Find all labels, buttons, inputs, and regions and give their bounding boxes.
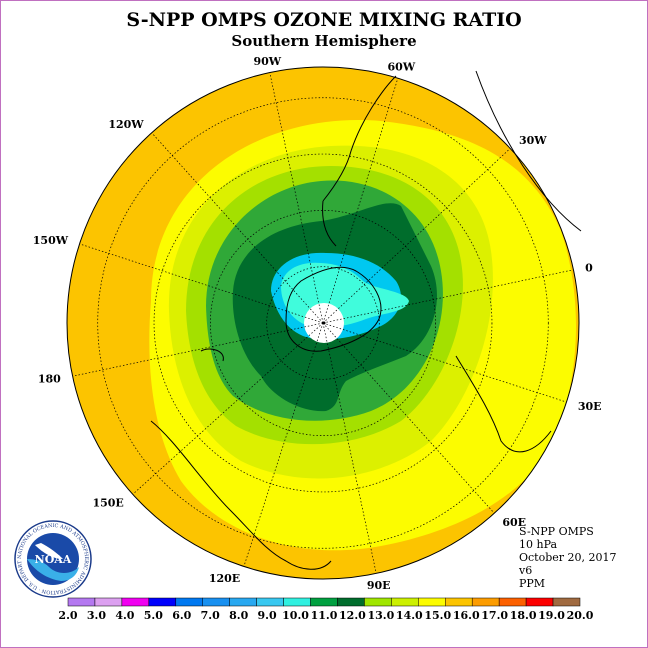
colorbar-swatch — [229, 597, 257, 607]
colorbar-swatch — [121, 597, 150, 607]
latitude-circle — [210, 210, 436, 436]
meridian-line — [322, 148, 511, 324]
colorbar-swatch — [148, 597, 177, 607]
info-block: S-NPP OMPS 10 hPa October 20, 2017 v6 PP… — [519, 525, 617, 590]
colorbar-swatch — [202, 597, 230, 607]
info-instrument: S-NPP OMPS — [519, 525, 594, 538]
page-title: S-NPP OMPS OZONE MIXING RATIO — [126, 9, 522, 31]
coast-antarctica — [285, 266, 382, 352]
colorbar-label: 12.0 — [339, 609, 366, 622]
colorbar-swatch — [498, 597, 527, 607]
map-border — [66, 66, 580, 580]
colorbar-label: 14.0 — [396, 609, 423, 622]
meridian-line — [79, 243, 324, 324]
latitude-circle — [153, 153, 493, 493]
longitude-label: 90W — [253, 55, 281, 68]
longitude-labels: 90W 60W 30W 0 30E 60E 90E 120E 150E 180 150W 120W — [33, 55, 602, 592]
longitude-label: 180 — [38, 373, 61, 386]
coastlines — [150, 70, 582, 570]
colorbar-label: 13.0 — [367, 609, 394, 622]
meridian-line — [269, 72, 324, 324]
colorbar-label: 17.0 — [481, 609, 508, 622]
colorbar-swatch — [418, 597, 446, 607]
longitude-label: 60W — [388, 61, 416, 74]
longitude-label: 60E — [502, 516, 526, 529]
meridian-line — [132, 322, 324, 495]
noaa-logo: NOAA NATIONAL OCEANIC AND ATMOSPHERIC AD… — [13, 519, 92, 598]
colorbar-label: 16.0 — [453, 609, 480, 622]
colorbar-label: 18.0 — [510, 609, 537, 622]
colorbar-label: 6.0 — [172, 609, 191, 622]
colorbar-swatch — [256, 597, 284, 607]
polar-map: 90W 60W 30W 0 30E 60E 90E 120E 150E 180 150W 120W — [33, 55, 602, 592]
meridian-line — [72, 322, 324, 377]
colorbar-label: 15.0 — [424, 609, 451, 622]
longitude-label: 120W — [108, 118, 144, 131]
colorbar: 2.0 3.0 4.0 5.0 6.0 7.0 8.0 9.0 10.0 11.0 12.0 13.0… — [58, 597, 594, 622]
colorbar-label: 19.0 — [538, 609, 565, 622]
colorbar-swatch — [283, 597, 311, 607]
colorbar-swatch — [364, 597, 392, 607]
info-level: 10 hPa — [519, 538, 558, 551]
colorbar-swatch — [94, 597, 123, 607]
meridian-line — [322, 322, 377, 574]
colorbar-swatch — [445, 597, 473, 607]
info-version: v6 — [519, 564, 533, 577]
colorbar-swatch — [552, 597, 581, 607]
colorbar-label: 20.0 — [567, 609, 594, 622]
colorbar-label: 7.0 — [201, 609, 220, 622]
colorbar-label: 9.0 — [258, 609, 277, 622]
longitude-label: 30W — [519, 134, 547, 147]
colorbar-swatch — [337, 597, 365, 607]
coast-south-america — [322, 75, 397, 247]
colorbar-label: 3.0 — [87, 609, 106, 622]
longitude-label: 150E — [92, 496, 123, 509]
latitude-circle — [266, 266, 380, 380]
longitude-label: 120E — [209, 572, 240, 585]
colorbar-swatch — [471, 597, 500, 607]
colorbar-label: 10.0 — [282, 609, 309, 622]
meridian-line — [151, 132, 324, 324]
meridian-line — [322, 322, 495, 514]
logo-text: NOAA — [35, 553, 72, 566]
longitude-label: 0 — [585, 261, 593, 274]
coast-africa — [455, 70, 582, 453]
colorbar-swatch — [310, 597, 338, 607]
colorbar-label: 5.0 — [144, 609, 163, 622]
colorbar-swatch — [175, 597, 203, 607]
colorbar-label: 11.0 — [311, 609, 338, 622]
coast-new-zealand — [200, 348, 224, 362]
colorbar-swatch — [67, 597, 96, 607]
colorbar-label: 4.0 — [115, 609, 134, 622]
info-date: October 20, 2017 — [519, 551, 617, 564]
colorbar-label: 2.0 — [58, 609, 77, 622]
meridian-line — [322, 78, 399, 324]
colorbar-swatch — [525, 597, 554, 607]
coast-australia — [150, 420, 332, 570]
info-units: PPM — [519, 577, 546, 590]
longitude-label: 30E — [578, 400, 602, 413]
meridian-line — [322, 269, 574, 324]
meridian-line — [243, 322, 324, 567]
page-subtitle: Southern Hemisphere — [231, 32, 417, 50]
colorbar-label: 8.0 — [229, 609, 248, 622]
longitude-label: 90E — [367, 579, 391, 592]
longitude-label: 150W — [33, 234, 69, 247]
colorbar-swatch — [391, 597, 419, 607]
latitude-circle — [97, 97, 549, 549]
